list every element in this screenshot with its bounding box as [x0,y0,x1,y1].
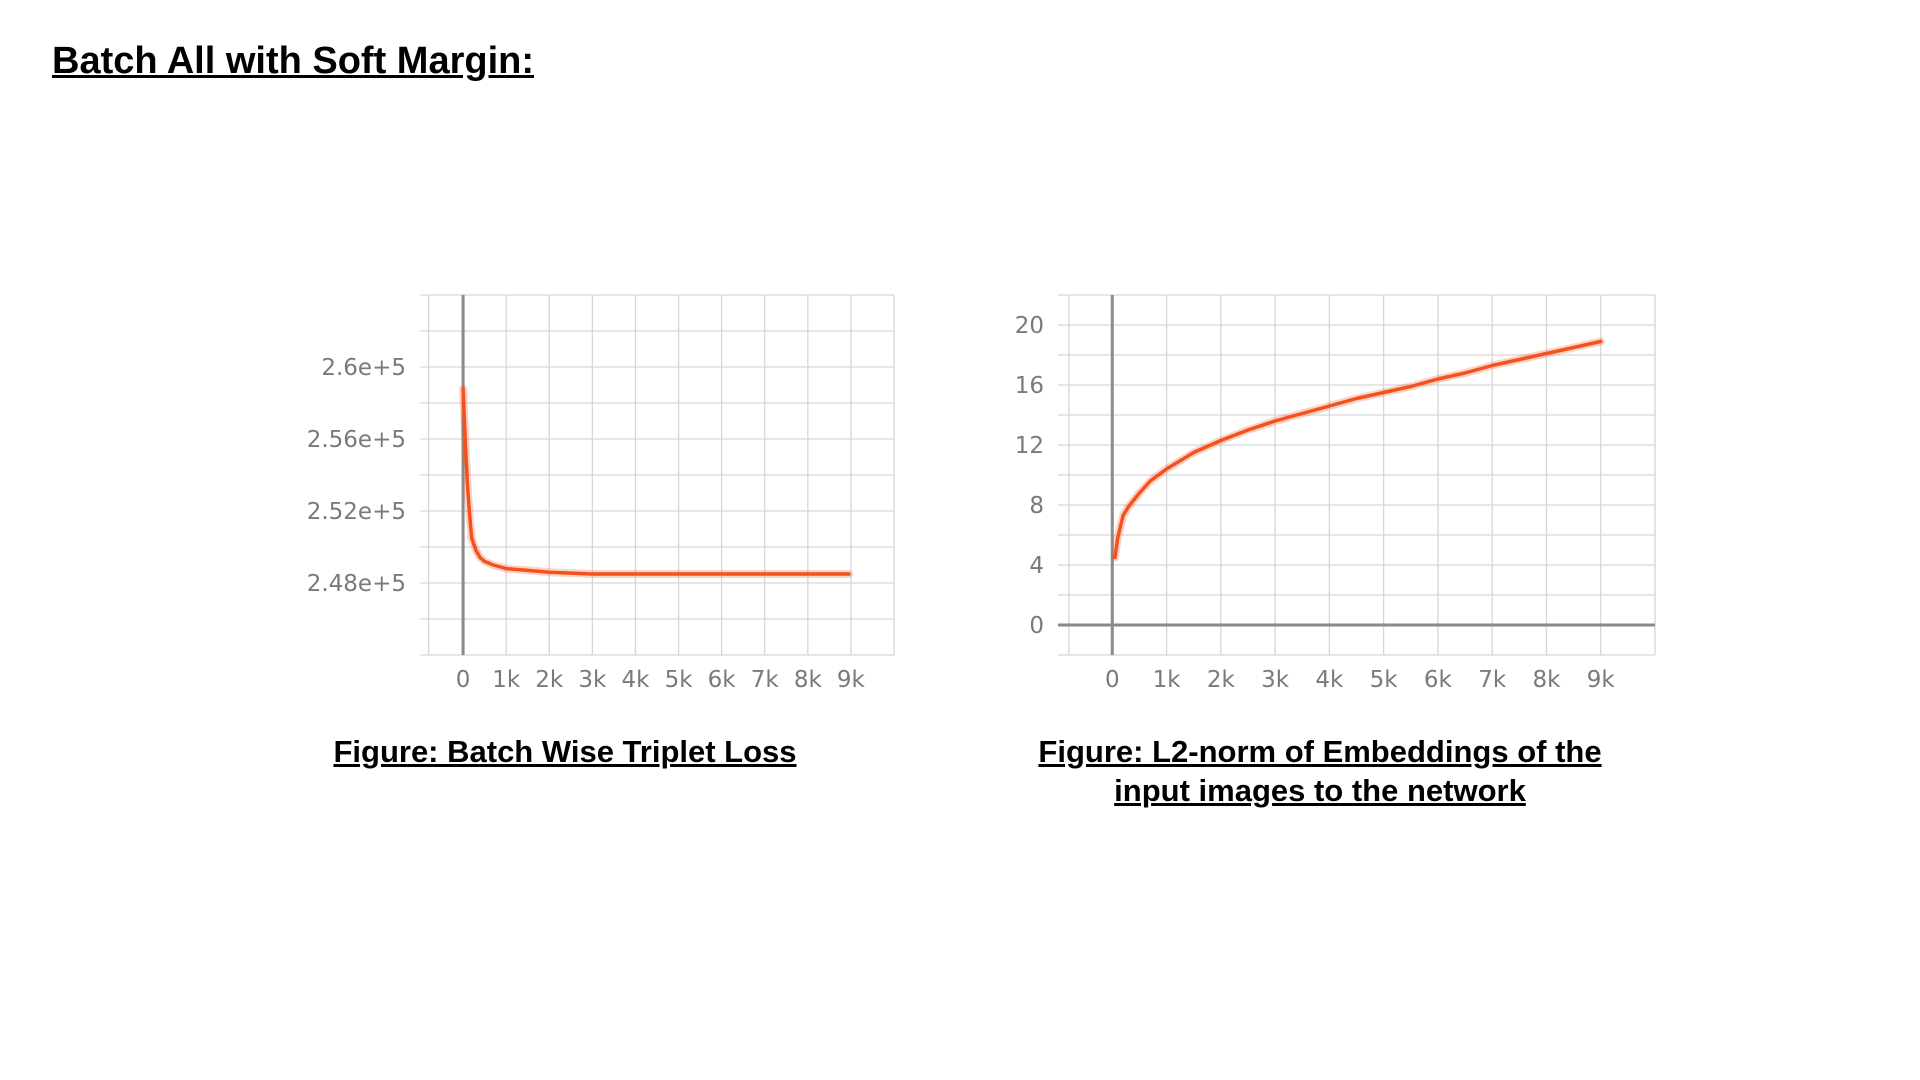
norm-chart-series-0-halo [1111,337,1605,562]
loss-chart-x-tick-label-5: 5k [665,667,694,693]
norm-chart-series-0-point-2 [1123,515,1124,516]
norm-chart-series-0-point-22 [1600,341,1601,342]
loss-chart-x-tick-label-7: 7k [751,667,780,693]
loss-chart-series-0-point-10 [527,570,528,571]
norm-chart-x-tick-label-2: 2k [1207,667,1236,693]
loss-chart-x-tick-label-6: 6k [708,667,737,693]
norm-chart-series-0-point-16 [1437,378,1438,379]
norm-chart-series-0-point-19 [1519,359,1520,360]
loss-chart-y-tick-label-3: 2.6e+5 [321,355,406,381]
norm-chart-series-0-point-8 [1220,440,1221,441]
norm-chart-x-tick-label-5: 5k [1370,667,1399,693]
loss-chart-series-0-point-3 [469,514,470,515]
loss-chart-series-0-point-9 [506,568,507,569]
loss-chart-series-0-point-11 [549,572,550,573]
norm-chart-y-tick-label-1: 4 [1029,553,1044,579]
norm-chart-series-0-point-15 [1410,386,1411,387]
norm-chart-series-0-point-21 [1573,347,1574,348]
caption-embedding-line1: Figure: L2-norm of Embeddings of the [1038,734,1602,769]
loss-chart-x-tick-label-4: 4k [621,667,650,693]
loss-chart-series-0-halo [459,384,853,578]
norm-chart-series-0-point-5 [1150,480,1151,481]
norm-chart-x-tick-label-3: 3k [1261,667,1290,693]
norm-chart-y-tick-label-2: 8 [1029,493,1044,519]
norm-chart-series-0-point-9 [1247,429,1248,430]
loss-chart-series-0-point-16 [764,573,765,574]
loss-chart-series-0-point-15 [721,573,722,574]
slide-title: Batch All with Soft Margin: [52,40,535,82]
norm-chart-series-0-point-6 [1166,468,1167,469]
norm-chart-series-0-point-18 [1492,365,1493,366]
norm-chart-series-0-point-12 [1329,405,1330,406]
norm-chart-series-0-point-14 [1383,392,1384,393]
norm-chart-series-0-point-0 [1114,557,1115,558]
norm-chart-series-0-point-17 [1464,372,1465,373]
norm-chart-series-0-point-20 [1546,353,1547,354]
loss-chart-series-0-point-4 [471,537,472,538]
norm-chart-x-tick-label-7: 7k [1478,667,1507,693]
chart-triplet-loss: 2.48e+5 2.52e+5 2.56e+5 2.6e+5 0 1k 2k 3k 4k 5k 6k… [307,294,895,693]
norm-chart-x-tick-label-4: 4k [1315,667,1344,693]
norm-chart-x-tick-label-8: 8k [1532,667,1561,693]
norm-chart-series-0-point-1 [1117,537,1118,538]
norm-chart-x-tick-label-6: 6k [1424,667,1453,693]
norm-chart-series-0-point-7 [1193,452,1194,453]
norm-chart-y-tick-label-5: 20 [1015,313,1044,339]
norm-chart-x-tick-label-9: 9k [1587,667,1616,693]
chart-embedding-l2-norm: 0 4 8 12 16 20 0 1k 2k 3k 4k 5k 6k 7k 8k 9k [1015,294,1656,693]
norm-chart-series-0-point-13 [1356,398,1357,399]
loss-chart-x-tick-label-1: 1k [492,667,521,693]
norm-chart-x-tick-label-1: 1k [1153,667,1182,693]
norm-chart-series-0-point-4 [1139,492,1140,493]
loss-chart-x-tick-label-0: 0 [456,667,471,693]
caption-triplet-loss: Figure: Batch Wise Triplet Loss [300,732,830,771]
loss-chart-y-tick-label-1: 2.52e+5 [307,499,406,525]
loss-chart-series-0-point-1 [465,438,466,439]
loss-chart-y-tick-label-2: 2.56e+5 [307,427,406,453]
loss-chart-x-tick-label-8: 8k [794,667,823,693]
loss-chart-series-0-point-6 [480,557,481,558]
caption-triplet-loss-text: Figure: Batch Wise Triplet Loss [333,734,797,769]
norm-chart-series-0-point-11 [1302,413,1303,414]
loss-chart-y-tick-label-0: 2.48e+5 [307,571,406,597]
caption-embedding-line2: input images to the network [1114,773,1526,808]
loss-chart-series-0-point-0 [462,388,463,389]
loss-chart-series-0-point-2 [467,483,468,484]
loss-chart-x-tick-label-2: 2k [535,667,564,693]
loss-chart-x-tick-label-9: 9k [837,667,866,693]
loss-chart-series-0-point-5 [475,550,476,551]
loss-chart-series-0-point-17 [807,573,808,574]
loss-chart-series-0-point-18 [848,573,849,574]
loss-chart-series-0-point-12 [592,573,593,574]
loss-chart-series-0-point-13 [635,573,636,574]
loss-chart-x-tick-label-3: 3k [578,667,607,693]
loss-chart-series-0-line [461,386,851,576]
norm-chart-y-tick-label-0: 0 [1029,613,1044,639]
norm-chart-x-tick-label-0: 0 [1105,667,1120,693]
norm-chart-series-0-point-3 [1128,506,1129,507]
norm-chart-y-tick-label-4: 16 [1015,373,1044,399]
loss-chart-series-0-point-14 [678,573,679,574]
loss-chart-series-0-point-7 [484,561,485,562]
norm-chart-series-0-line [1113,339,1603,560]
loss-chart-series-0-point-8 [493,564,494,565]
norm-chart-y-tick-label-3: 12 [1015,433,1044,459]
caption-embedding-l2-norm: Figure: L2-norm of Embeddings of the inp… [995,732,1645,810]
norm-chart-series-0-point-10 [1274,420,1275,421]
